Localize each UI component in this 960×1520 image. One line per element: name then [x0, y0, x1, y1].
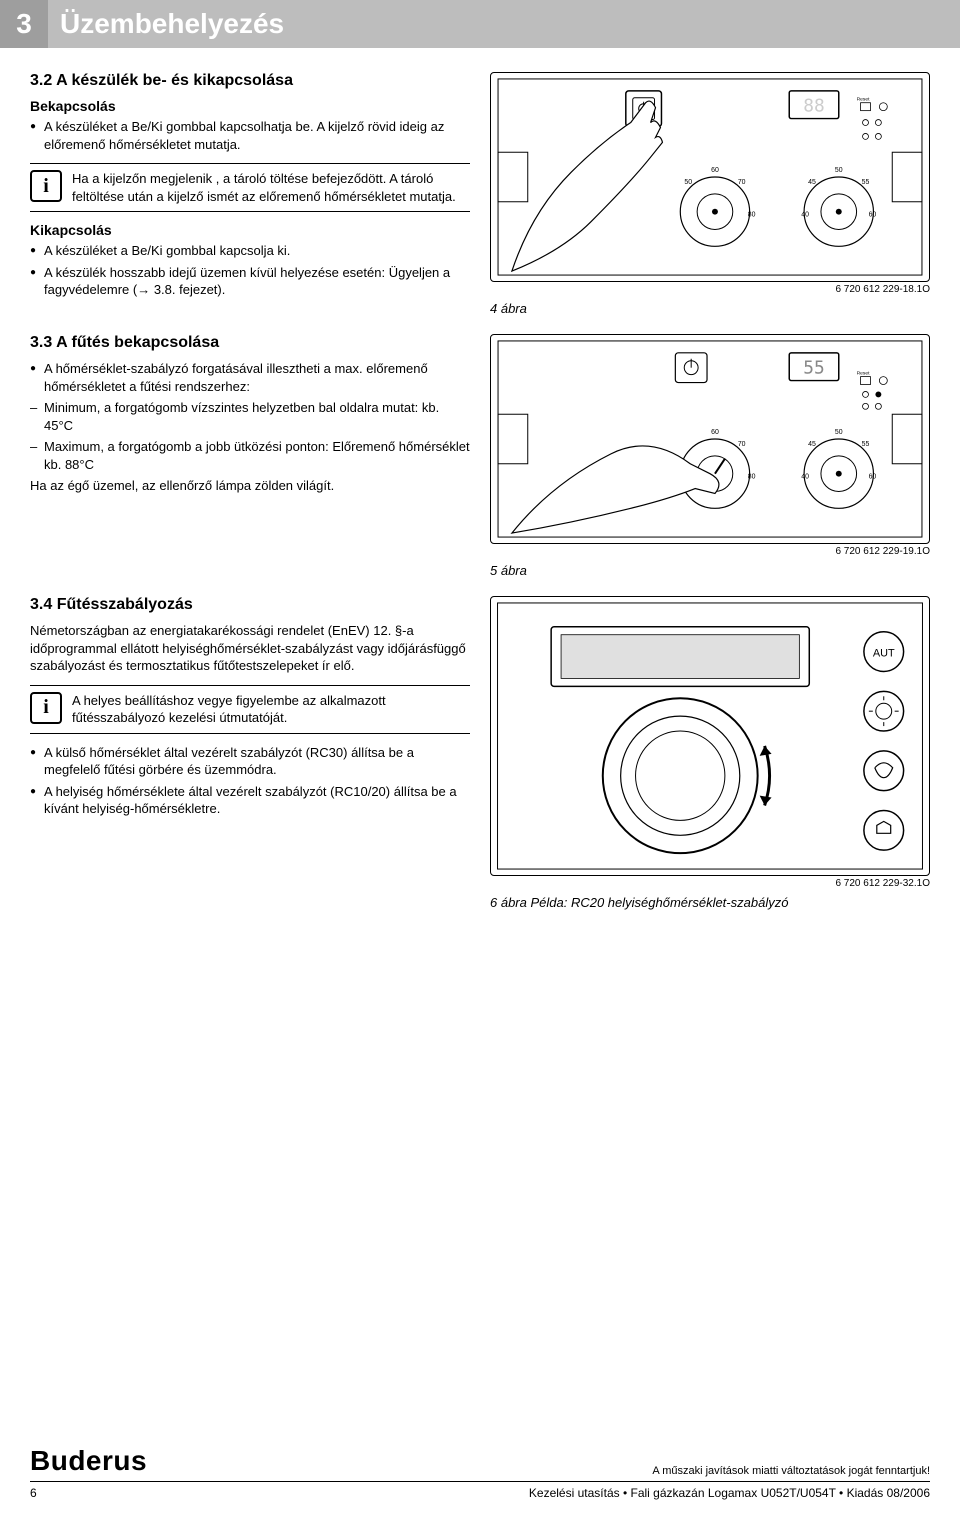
svg-text:45: 45	[808, 441, 816, 448]
figure-4-label: 4 ábra	[490, 301, 930, 316]
bullet: A hőmérséklet-szabályzó forgatásával ill…	[30, 360, 470, 395]
paragraph: Ha az égő üzemel, az ellenőrző lámpa zöl…	[30, 477, 470, 495]
info-icon: i	[30, 692, 62, 724]
svg-text:50: 50	[835, 167, 843, 174]
figure-code: 6 720 612 229-18.1O	[490, 284, 930, 295]
subhead-kikapcsolas: Kikapcsolás	[30, 222, 470, 238]
svg-text:Reset: Reset	[857, 371, 871, 377]
chapter-title: Üzembehelyezés	[48, 0, 960, 48]
doc-info: Kezelési utasítás • Fali gázkazán Logama…	[529, 1486, 930, 1500]
figure-5-label: 5 ábra	[490, 563, 930, 578]
info-text: Ha a kijelzőn megjelenik , a tároló tölt…	[72, 170, 470, 205]
figure-6-diagram: AUT	[490, 596, 930, 876]
brand-logo: Buderus	[30, 1445, 147, 1477]
svg-text:60: 60	[869, 212, 877, 219]
section-3-2: 3.2 A készülék be- és kikapcsolása Bekap…	[30, 72, 930, 316]
chapter-number: 3	[0, 0, 48, 48]
disclaimer-text: A műszaki javítások miatti változtatások…	[652, 1465, 930, 1477]
dash-item: Maximum, a forgatógomb a jobb ütközési p…	[30, 438, 470, 473]
bullet: A készüléket a Be/Ki gombbal kapcsolhatj…	[30, 118, 470, 153]
svg-text:80: 80	[748, 474, 756, 481]
svg-text:50: 50	[684, 179, 692, 186]
info-text: A helyes beállításhoz vegye figyelembe a…	[72, 692, 470, 727]
heading-3-2: 3.2 A készülék be- és kikapcsolása	[30, 72, 470, 90]
svg-text:50: 50	[835, 429, 843, 436]
bullet: A készülék hosszabb idejű üzemen kívül h…	[30, 264, 470, 299]
svg-text:55: 55	[862, 179, 870, 186]
bullet: A készüléket a Be/Ki gombbal kapcsolja k…	[30, 242, 470, 260]
heading-3-4: 3.4 Fűtésszabályozás	[30, 596, 470, 614]
svg-text:40: 40	[801, 474, 809, 481]
svg-text:Reset: Reset	[857, 97, 871, 103]
svg-text:45: 45	[808, 179, 816, 186]
dash-item: Minimum, a forgatógomb vízszintes helyze…	[30, 399, 470, 434]
section-3-4: 3.4 Fűtésszabályozás Németországban az e…	[30, 596, 930, 910]
page-footer: Buderus A műszaki javítások miatti válto…	[0, 1445, 960, 1520]
svg-text:70: 70	[738, 441, 746, 448]
svg-text:55: 55	[803, 358, 824, 379]
info-note: i A helyes beállításhoz vegye figyelembe…	[30, 685, 470, 734]
figure-code: 6 720 612 229-19.1O	[490, 546, 930, 557]
page-content: 3.2 A készülék be- és kikapcsolása Bekap…	[0, 48, 960, 910]
section-3-3: 3.3 A fűtés bekapcsolása A hőmérséklet-s…	[30, 334, 930, 578]
svg-text:60: 60	[711, 429, 719, 436]
page-number: 6	[30, 1486, 37, 1500]
svg-text:88: 88	[803, 96, 824, 117]
svg-text:40: 40	[801, 212, 809, 219]
bullet: A külső hőmérséklet által vezérelt szabá…	[30, 744, 470, 779]
chapter-header: 3 Üzembehelyezés	[0, 0, 960, 48]
figure-4-diagram: 88 Reset 60 50 70 80	[490, 72, 930, 282]
subhead-bekapcsolas: Bekapcsolás	[30, 98, 470, 114]
svg-text:AUT: AUT	[873, 648, 895, 660]
heading-3-3: 3.3 A fűtés bekapcsolása	[30, 334, 470, 352]
figure-6-label: 6 ábra Példa: RC20 helyiséghőmérséklet-s…	[490, 895, 930, 910]
info-note: i Ha a kijelzőn megjelenik , a tároló tö…	[30, 163, 470, 212]
info-icon: i	[30, 170, 62, 202]
svg-text:60: 60	[711, 167, 719, 174]
svg-text:70: 70	[738, 179, 746, 186]
figure-code: 6 720 612 229-32.1O	[490, 878, 930, 889]
svg-text:60: 60	[869, 474, 877, 481]
svg-text:80: 80	[748, 212, 756, 219]
figure-5-diagram: 55 Reset 60 70 80	[490, 334, 930, 544]
bullet: A helyiség hőmérséklete által vezérelt s…	[30, 783, 470, 818]
paragraph: Németországban az energiatakarékossági r…	[30, 622, 470, 675]
svg-text:55: 55	[862, 441, 870, 448]
